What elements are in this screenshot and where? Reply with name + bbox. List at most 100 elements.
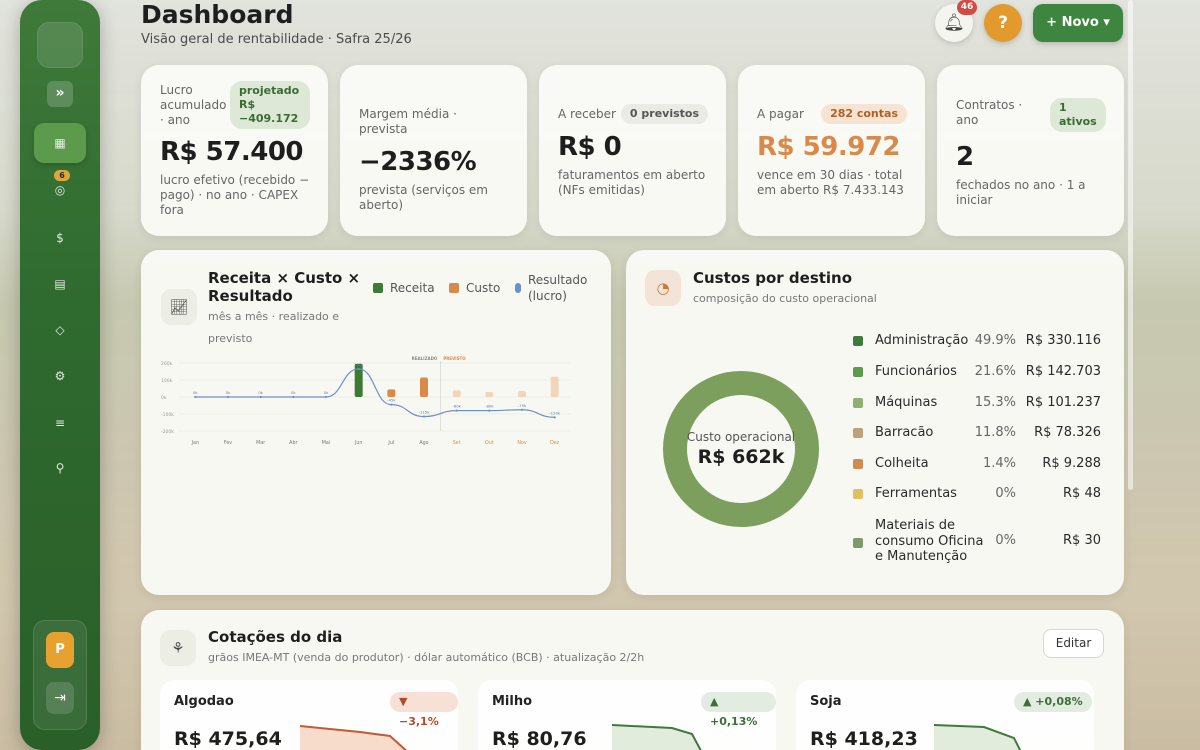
point-resultado xyxy=(324,395,328,399)
y-tick-label: -200k xyxy=(161,429,174,435)
point-label: -45k xyxy=(387,398,396,403)
kpi-pill: 1 ativos xyxy=(1050,98,1106,132)
point-label: 0k xyxy=(324,390,329,395)
cost-color-swatch xyxy=(853,428,863,438)
quote-sparkline xyxy=(612,724,702,750)
avatar[interactable]: P xyxy=(46,632,74,668)
point-label: 0k xyxy=(291,390,296,395)
cost-percent: 0% xyxy=(995,486,1016,501)
page-subtitle: Visão geral de rentabilidade · Safra 25/… xyxy=(141,32,412,47)
cost-color-swatch xyxy=(853,489,863,499)
line-resultado xyxy=(195,368,555,418)
kpi-value: R$ 59.972 xyxy=(757,132,901,162)
point-resultado xyxy=(455,409,458,412)
line-chart-icon: 📈︎ xyxy=(161,289,197,325)
sidebar-item-list[interactable]: ≡ xyxy=(34,403,86,443)
sidebar-item-finance[interactable]: $ xyxy=(34,218,86,258)
x-tick-label: Set xyxy=(453,440,461,446)
costs-subtitle: composição do custo operacional xyxy=(693,292,877,305)
x-tick-label: Nov xyxy=(517,440,527,446)
point-resultado xyxy=(488,409,491,412)
bar-receita xyxy=(354,363,363,397)
point-resultado xyxy=(520,408,524,411)
cost-name: Máquinas xyxy=(875,395,938,410)
scrollbar[interactable] xyxy=(1128,0,1133,490)
cost-percent: 11.8% xyxy=(974,425,1016,440)
sidebar-item-targets[interactable]: ◎ xyxy=(34,170,86,210)
point-resultado xyxy=(357,367,360,371)
point-label: 0k xyxy=(193,390,198,395)
point-resultado xyxy=(422,415,426,418)
kpi-card-contratos: Contratos · ano 1 ativos 2 fechados no a… xyxy=(937,65,1124,236)
sidebar: » ▦ 6 ◎ $ ▤ ◇ ⚙ ≡ ⚲ P ⇥ xyxy=(20,0,100,750)
point-resultado xyxy=(194,395,197,399)
dollar-icon: $ xyxy=(56,231,64,245)
kpi-pill: 0 previstos xyxy=(620,104,708,124)
y-tick-label: 200k xyxy=(161,361,173,367)
donut-label: Custo operacional xyxy=(686,430,796,444)
costs-title: Custos por destino xyxy=(693,269,853,287)
costs-card: ◔ Custos por destino composição do custo… xyxy=(626,250,1124,595)
sidebar-item-map[interactable]: ⚲ xyxy=(34,448,86,488)
kpi-note: lucro efetivo (recebido − pago) · no ano… xyxy=(160,173,310,217)
sidebar-item-settings[interactable]: ⚙ xyxy=(34,356,86,396)
x-tick-label: Jul xyxy=(387,440,394,446)
kpi-note: faturamentos em aberto (NFs emitidas) xyxy=(558,168,706,197)
point-resultado xyxy=(553,416,556,419)
point-label: -115k xyxy=(419,410,431,415)
donut-ring xyxy=(663,371,819,527)
cost-name: Administração xyxy=(875,333,969,348)
kpi-value: R$ 0 xyxy=(558,132,622,162)
x-tick-label: Abr xyxy=(289,440,297,446)
cost-color-swatch xyxy=(853,336,863,346)
previsto-label: PREVISTO xyxy=(443,356,466,361)
document-icon: ▤ xyxy=(54,277,66,291)
sidebar-user-panel: P ⇥ xyxy=(33,620,87,730)
logout-button[interactable]: ⇥ xyxy=(46,682,74,714)
grid-icon: ▦ xyxy=(54,136,66,150)
sidebar-item-documents[interactable]: ▤ xyxy=(34,264,86,304)
x-tick-label: Mar xyxy=(256,440,265,446)
notifications-button[interactable]: 🔔︎ xyxy=(935,4,973,42)
quote-name: Soja xyxy=(810,694,842,709)
new-button[interactable]: + Novo ▾ xyxy=(1033,4,1123,42)
x-tick-label: Out xyxy=(485,440,494,446)
quote-name: Algodao xyxy=(174,694,234,709)
bar-custo-previsto xyxy=(452,390,461,397)
bar-custo-previsto xyxy=(550,376,559,397)
y-tick-label: -100k xyxy=(161,412,174,418)
quote-price: R$ 475,64 xyxy=(174,728,282,750)
settings-icon: ⚙ xyxy=(54,369,66,383)
legend-custo-swatch xyxy=(449,283,459,293)
help-button[interactable]: ? xyxy=(984,4,1022,42)
bar-custo-previsto xyxy=(518,391,526,397)
sidebar-item-products[interactable]: ◇ xyxy=(34,310,86,350)
sidebar-item-dashboard[interactable]: ▦ xyxy=(34,123,86,163)
kpi-value: R$ 57.400 xyxy=(160,137,304,167)
x-tick-label: Mai xyxy=(322,440,330,446)
point-label: 0k xyxy=(226,390,231,395)
logo[interactable] xyxy=(37,22,83,68)
cost-color-swatch xyxy=(853,398,863,408)
edit-quotes-button[interactable]: Editar xyxy=(1043,629,1104,658)
point-label: -120k xyxy=(549,410,561,415)
donut-value: R$ 662k xyxy=(697,446,785,468)
quote-card-soja[interactable]: Soja ▲ +0,08% R$ 418,23 xyxy=(796,680,1094,750)
cost-percent: 49.9% xyxy=(974,333,1016,348)
sidebar-collapse-button[interactable]: » xyxy=(47,81,73,107)
revenue-chart-plot: 200k 100k 0k -100k -200k REALIZADO PREVISTO 0k 0… xyxy=(161,356,571,446)
bell-icon: 🔔︎ xyxy=(943,13,965,33)
y-tick-label: 0k xyxy=(161,395,167,401)
quote-card-algodao[interactable]: Algodao ▼ −3,1% R$ 475,64 xyxy=(160,680,458,750)
list-icon: ≡ xyxy=(54,416,66,430)
point-label: 0k xyxy=(258,390,263,395)
pie-chart-icon: ◔ xyxy=(645,270,681,306)
cost-percent: 1.4% xyxy=(982,456,1016,471)
costs-donut xyxy=(663,371,819,527)
sparkline-area xyxy=(934,725,1020,750)
kpi-label: Lucro acumulado · ano xyxy=(160,83,227,127)
cost-color-swatch xyxy=(853,367,863,377)
quote-card-milho[interactable]: Milho ▲ +0,13% R$ 80,76 xyxy=(478,680,776,750)
bar-custo-previsto xyxy=(485,391,494,397)
x-tick-label: Ago xyxy=(419,440,428,446)
